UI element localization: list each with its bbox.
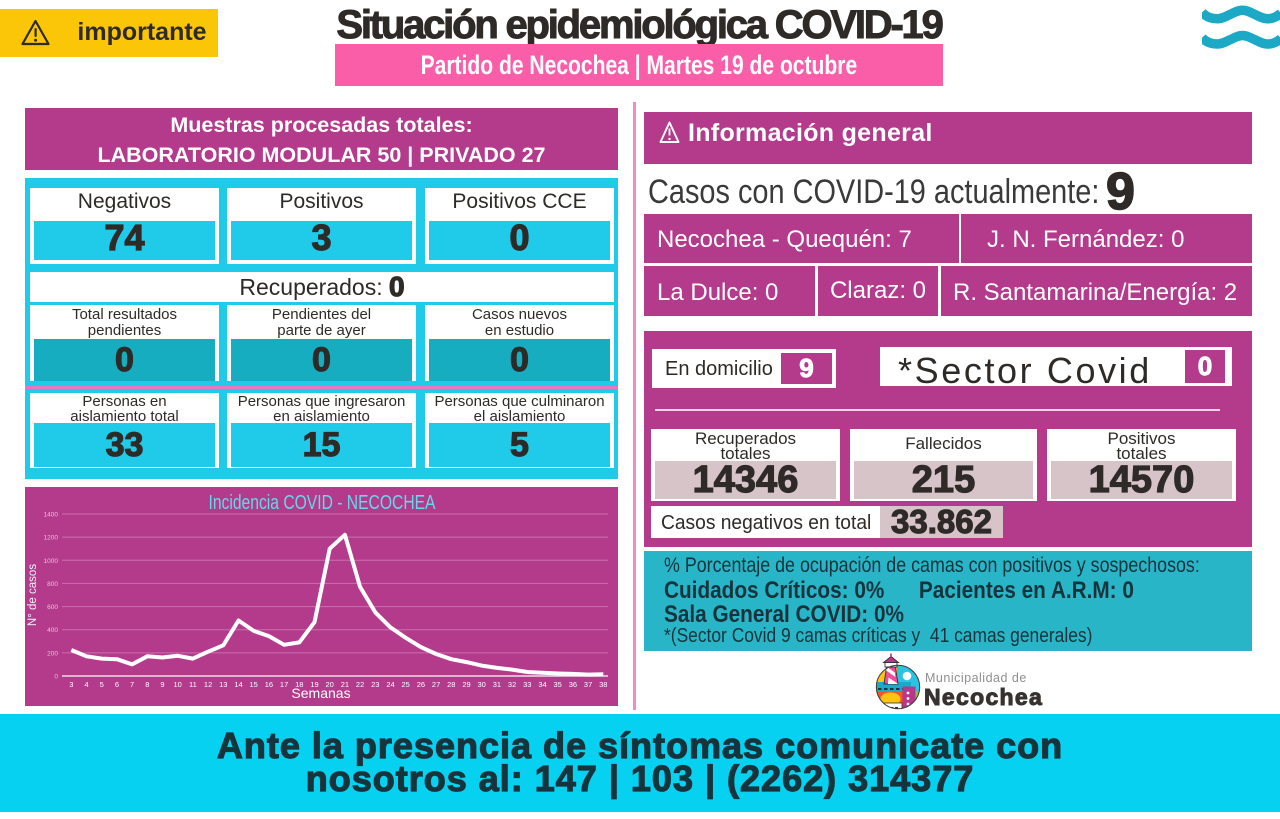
svg-text:600: 600 <box>47 604 58 611</box>
svg-text:11: 11 <box>189 680 197 689</box>
svg-text:3: 3 <box>69 680 73 689</box>
svg-text:29: 29 <box>462 680 470 689</box>
svg-text:37: 37 <box>584 680 592 689</box>
svg-text:34: 34 <box>538 680 546 689</box>
svg-text:13: 13 <box>219 680 227 689</box>
svg-text:28: 28 <box>447 680 455 689</box>
svg-text:800: 800 <box>47 581 58 588</box>
svg-text:27: 27 <box>432 680 440 689</box>
svg-text:23: 23 <box>371 680 379 689</box>
svg-text:26: 26 <box>417 680 425 689</box>
svg-text:Semanas: Semanas <box>291 685 350 701</box>
svg-text:0: 0 <box>54 674 58 681</box>
svg-text:25: 25 <box>402 680 410 689</box>
svg-text:1200: 1200 <box>44 535 59 542</box>
svg-text:32: 32 <box>508 680 516 689</box>
svg-text:30: 30 <box>478 680 486 689</box>
svg-text:1000: 1000 <box>44 558 59 565</box>
svg-text:36: 36 <box>569 680 577 689</box>
svg-text:19: 19 <box>310 680 318 689</box>
svg-text:9: 9 <box>160 680 164 689</box>
svg-text:Incidencia COVID - NECOCHEA: Incidencia COVID - NECOCHEA <box>209 492 437 514</box>
svg-text:33: 33 <box>523 680 531 689</box>
svg-text:6: 6 <box>115 680 119 689</box>
svg-text:4: 4 <box>84 680 88 689</box>
svg-text:31: 31 <box>493 680 501 689</box>
svg-text:10: 10 <box>174 680 182 689</box>
svg-text:12: 12 <box>204 680 212 689</box>
svg-text:7: 7 <box>130 680 134 689</box>
svg-text:24: 24 <box>386 680 394 689</box>
svg-text:5: 5 <box>100 680 104 689</box>
svg-text:22: 22 <box>356 680 364 689</box>
svg-text:35: 35 <box>554 680 562 689</box>
svg-text:14: 14 <box>234 680 242 689</box>
svg-text:17: 17 <box>280 680 288 689</box>
svg-text:16: 16 <box>265 680 273 689</box>
svg-text:N° de casos: N° de casos <box>27 564 39 626</box>
svg-text:38: 38 <box>599 680 607 689</box>
svg-text:20: 20 <box>326 680 334 689</box>
svg-text:18: 18 <box>295 680 303 689</box>
svg-text:200: 200 <box>47 650 58 657</box>
svg-text:15: 15 <box>250 680 258 689</box>
svg-text:8: 8 <box>145 680 149 689</box>
svg-text:21: 21 <box>341 680 349 689</box>
svg-text:1400: 1400 <box>44 512 59 519</box>
svg-text:400: 400 <box>47 627 58 634</box>
